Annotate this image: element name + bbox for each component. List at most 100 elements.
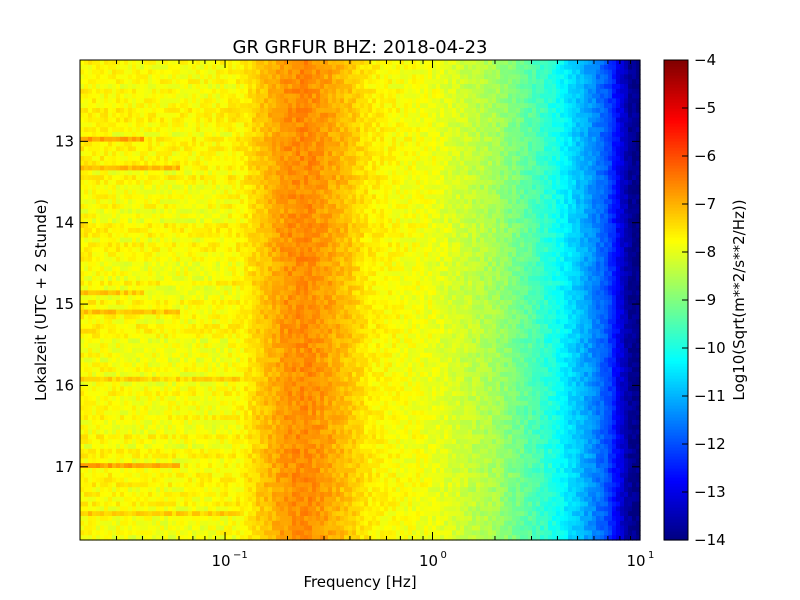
heatmap-cell [84, 204, 89, 210]
heatmap-cell [572, 103, 577, 109]
heatmap-cell [336, 108, 341, 114]
heatmap-cell [92, 74, 97, 80]
heatmap-cell [272, 175, 277, 181]
heatmap-cell [224, 79, 229, 85]
heatmap-cell [604, 93, 609, 99]
heatmap-cell [324, 88, 329, 95]
heatmap-cell [232, 213, 237, 219]
heatmap-cell [308, 184, 313, 191]
heatmap-cell [180, 199, 185, 205]
heatmap-cell [608, 64, 613, 71]
heatmap-cell [280, 127, 285, 133]
heatmap-cell [340, 180, 345, 186]
heatmap-cell [96, 79, 101, 85]
heatmap-cell [372, 199, 377, 205]
heatmap-cell [412, 117, 417, 123]
heatmap-cell [568, 74, 573, 80]
heatmap-cell [376, 189, 381, 195]
heatmap-cell [428, 88, 433, 95]
heatmap-cell [632, 122, 637, 128]
heatmap-cell [184, 160, 189, 167]
heatmap-cell [448, 88, 453, 95]
heatmap-cell [148, 64, 153, 71]
heatmap-cell [144, 112, 149, 119]
heatmap-cell [588, 79, 593, 85]
heatmap-cell [440, 228, 445, 234]
heatmap-cell [296, 88, 301, 95]
heatmap-cell [96, 151, 101, 157]
heatmap-cell [208, 141, 213, 147]
heatmap-cell [388, 204, 393, 210]
heatmap-cell [532, 170, 537, 176]
heatmap-cell [524, 204, 529, 210]
heatmap-cell [268, 108, 273, 114]
heatmap-cell [208, 88, 213, 95]
heatmap-cell [572, 156, 577, 162]
heatmap-cell [456, 156, 461, 162]
heatmap-cell [408, 112, 413, 119]
heatmap-cell [620, 189, 625, 195]
heatmap-cell [372, 156, 377, 162]
heatmap-cell [124, 117, 129, 123]
heatmap-cell [164, 117, 169, 123]
heatmap-cell [292, 141, 297, 147]
heatmap-cell [508, 132, 513, 138]
heatmap-cell [440, 208, 445, 215]
heatmap-cell [596, 60, 601, 66]
heatmap-cell [512, 108, 517, 114]
heatmap-cell [172, 170, 177, 176]
heatmap-cell [200, 103, 205, 109]
heatmap-cell [356, 108, 361, 114]
heatmap-cell [632, 194, 637, 200]
heatmap-cell [360, 223, 365, 229]
heatmap-cell [412, 88, 417, 95]
heatmap-cell [552, 127, 557, 133]
heatmap-cell [104, 60, 109, 66]
heatmap-cell [176, 84, 181, 90]
heatmap-cell [628, 103, 633, 109]
heatmap-cell [524, 93, 529, 99]
heatmap-cell [384, 199, 389, 205]
heatmap-cell [352, 69, 357, 75]
heatmap-cell [228, 117, 233, 123]
heatmap-cell [456, 208, 461, 215]
heatmap-cell [256, 79, 261, 85]
heatmap-cell [224, 69, 229, 75]
heatmap-cell [152, 146, 157, 152]
heatmap-cell [208, 175, 213, 181]
heatmap-cell [264, 60, 269, 66]
heatmap-cell [240, 204, 245, 210]
heatmap-cell [100, 151, 105, 157]
heatmap-cell [300, 117, 305, 123]
heatmap-cell [152, 194, 157, 200]
heatmap-cell [168, 98, 173, 104]
heatmap-cell [304, 180, 309, 186]
heatmap-cell [244, 213, 249, 219]
heatmap-cell [536, 170, 541, 176]
heatmap-cell [472, 88, 477, 95]
heatmap-cell [176, 79, 181, 85]
heatmap-cell [396, 60, 401, 66]
heatmap-cell [204, 194, 209, 200]
heatmap-cell [128, 189, 133, 195]
heatmap-cell [192, 189, 197, 195]
heatmap-cell [552, 146, 557, 152]
heatmap-cell [272, 127, 277, 133]
heatmap-cell [156, 79, 161, 85]
heatmap-cell [596, 175, 601, 181]
heatmap-cell [244, 132, 249, 138]
heatmap-cell [616, 112, 621, 119]
heatmap-cell [440, 79, 445, 85]
heatmap-cell [124, 69, 129, 75]
heatmap-cell [560, 170, 565, 176]
heatmap-cell [272, 103, 277, 109]
heatmap-cell [288, 175, 293, 181]
heatmap-cell [436, 160, 441, 167]
heatmap-cell [200, 199, 205, 205]
heatmap-cell [584, 213, 589, 219]
heatmap-cell [408, 79, 413, 85]
heatmap-cell [332, 103, 337, 109]
heatmap-cell [320, 136, 325, 143]
heatmap-cell [344, 79, 349, 85]
heatmap-cell [284, 175, 289, 181]
